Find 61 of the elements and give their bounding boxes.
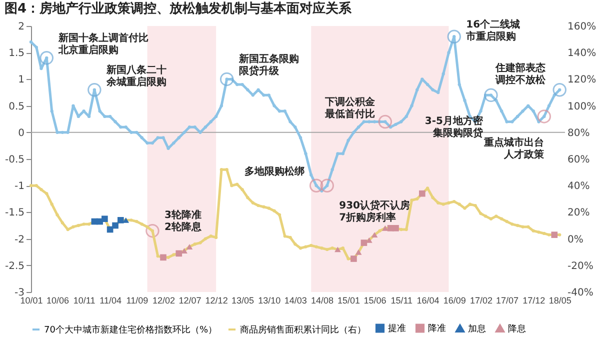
annotation: 新国五条限购限贷升级	[238, 53, 299, 78]
x-tick-label: 15/11	[390, 296, 413, 306]
y-tick-label: -0.5	[4, 154, 24, 166]
x-tick-label: 14/08	[310, 296, 334, 306]
x-tick-label: 17/12	[522, 296, 546, 306]
annotation: 新国八条二十余城重启限购	[105, 64, 166, 88]
y2-tick-label: 80%	[568, 128, 590, 139]
x-tick-label: 14/03	[284, 296, 307, 306]
y-tick-label: 1.5	[8, 48, 24, 60]
x-tick-label: 11/04	[100, 296, 122, 306]
legend-label: 提准	[388, 323, 406, 334]
x-tick-label: 12/12	[205, 296, 228, 306]
annotation: 16个二线城市重启限购	[465, 18, 520, 43]
x-tick-label: 16/09	[443, 296, 466, 306]
y-tick-label: -2	[14, 234, 24, 246]
y2-tick-label: 100%	[568, 101, 596, 112]
y2-tick-label: 0%	[568, 234, 584, 246]
x-tick-label: 17/02	[470, 296, 492, 306]
annotation: 930认贷不认房7折购房利率	[339, 200, 410, 224]
x-tick-label: 18/05	[548, 296, 572, 306]
chart-title: 图4：房地产行业政策调控、放松触发机制与基本面对应关系	[4, 0, 353, 17]
x-tick-label: 10/11	[73, 296, 96, 306]
x-tick-label: 12/02	[152, 296, 176, 306]
y2-tick-label: 140%	[568, 48, 596, 60]
y-tick-label: -1.5	[4, 208, 24, 219]
y2-tick-label: 60%	[568, 154, 590, 166]
y-tick-label: 0.5	[8, 101, 24, 112]
y-tick-label: 1	[18, 74, 24, 86]
annotation: 新国十条上调首付比北京重启限购	[58, 32, 149, 56]
x-tick-label: 10/06	[46, 296, 70, 306]
x-tick-label: 12/07	[178, 296, 202, 306]
y2-tick-label: 40%	[568, 181, 590, 192]
x-tick-label: 13/10	[258, 296, 281, 306]
annotation: 3轮降准2轮降息	[164, 208, 202, 233]
legend-label: 加息	[468, 323, 486, 334]
y-tick-label: 2	[18, 22, 24, 32]
annotation: 多地限购松绑	[244, 166, 304, 178]
y-tick-label: -1	[14, 181, 24, 192]
y2-tick-label: 120%	[568, 74, 596, 86]
y-tick-label: 0	[18, 128, 24, 139]
x-tick-label: 11/09	[126, 296, 148, 306]
x-tick-label: 15/06	[364, 296, 386, 306]
annotation: 住建部表态调控不放松	[494, 62, 547, 86]
legend-label: 70个大中城市新建住宅价格指数环比（%）	[44, 324, 218, 336]
annotation: 下调公积金最低首付比	[324, 96, 376, 120]
legend-label: 降息	[508, 323, 526, 334]
y2-tick-label: 160%	[568, 22, 596, 32]
x-tick-label: 16/04	[416, 296, 440, 306]
y-tick-label: -3	[14, 288, 24, 298]
y2-tick-label: 20%	[568, 208, 590, 219]
y2-tick-label: -40%	[568, 288, 594, 298]
x-tick-label: 10/01	[20, 296, 43, 306]
y-tick-label: -2.5	[4, 260, 24, 272]
annotation: 重点城市出台人才政策	[483, 136, 546, 160]
x-tick-label: 17/07	[496, 296, 519, 306]
legend-label: 商品房销售面积累计同比（右）	[240, 324, 366, 336]
x-tick-label: 15/01	[338, 296, 360, 306]
annotation: 3-5月地方密集限购限贷	[424, 115, 484, 140]
y2-tick-label: -20%	[568, 260, 594, 272]
legend-label: 降准	[428, 323, 446, 334]
x-tick-label: 13/05	[232, 296, 254, 306]
